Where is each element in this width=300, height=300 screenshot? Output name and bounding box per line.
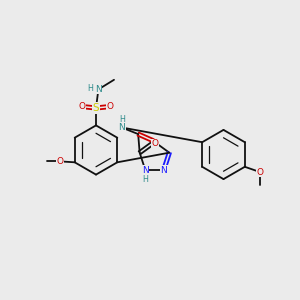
Text: N: N <box>95 85 102 94</box>
Text: H: H <box>142 175 148 184</box>
Text: O: O <box>78 102 85 111</box>
Text: N: N <box>142 166 149 175</box>
Text: O: O <box>152 139 158 148</box>
Text: O: O <box>57 157 64 166</box>
Text: O: O <box>107 102 114 111</box>
Text: S: S <box>93 103 99 113</box>
Text: H: H <box>88 84 94 93</box>
Text: H: H <box>119 115 125 124</box>
Text: N: N <box>118 123 125 132</box>
Text: N: N <box>160 166 167 175</box>
Text: O: O <box>257 168 264 177</box>
